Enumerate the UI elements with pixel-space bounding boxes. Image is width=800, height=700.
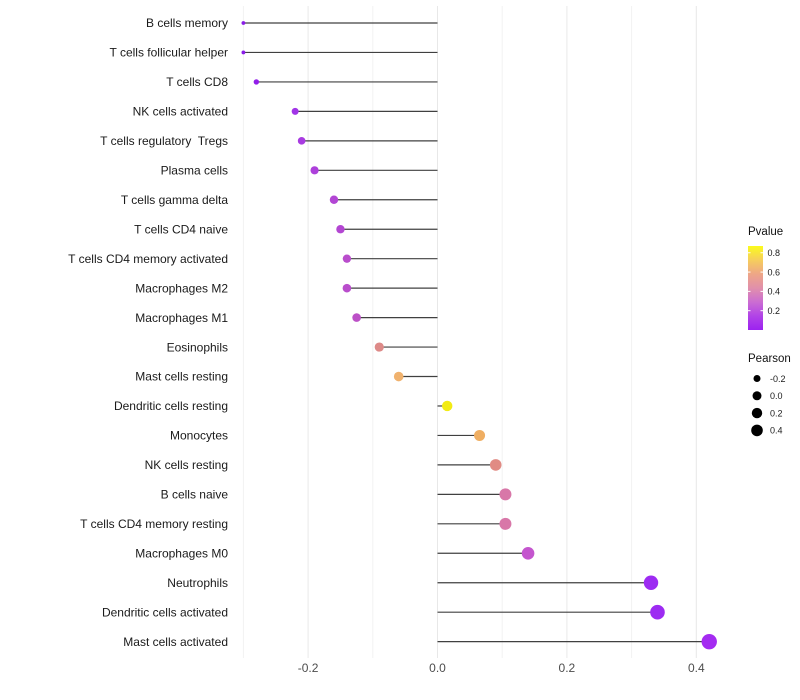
lollipop-row: NK cells resting bbox=[145, 458, 502, 472]
x-axis-tick-label: -0.2 bbox=[298, 661, 319, 675]
lollipop-row: T cells CD4 memory activated bbox=[68, 252, 438, 266]
pearson-legend-dot bbox=[751, 424, 763, 437]
y-axis-label: Dendritic cells activated bbox=[102, 605, 228, 619]
y-axis-label: T cells regulatory Tregs bbox=[100, 134, 228, 148]
data-point bbox=[342, 283, 352, 293]
y-axis-label: Macrophages M2 bbox=[135, 281, 228, 295]
data-point bbox=[650, 604, 665, 620]
lollipop-row: T cells regulatory Tregs bbox=[100, 134, 438, 148]
pearson-legend-label: -0.2 bbox=[770, 374, 786, 384]
y-axis-label: Monocytes bbox=[170, 429, 228, 443]
pearson-legend-title: Pearson bbox=[748, 353, 791, 365]
y-axis-label: T cells follicular helper bbox=[110, 46, 229, 60]
y-axis-label: T cells CD4 memory activated bbox=[68, 252, 228, 266]
y-axis-label: T cells CD4 naive bbox=[134, 222, 228, 236]
y-axis-label: T cells CD8 bbox=[166, 75, 228, 89]
lollipop-row: Macrophages M2 bbox=[135, 281, 438, 295]
data-point bbox=[499, 517, 512, 530]
y-axis-label: T cells gamma delta bbox=[121, 193, 228, 207]
pvalue-legend: Pvalue 0.8 0.6 0.4 0.2 bbox=[748, 226, 783, 330]
data-point bbox=[241, 21, 246, 25]
data-point bbox=[393, 371, 404, 382]
data-point bbox=[499, 488, 512, 501]
pearson-legend-label: 0.4 bbox=[770, 426, 783, 436]
pearson-legend-dot bbox=[751, 407, 763, 419]
data-point bbox=[352, 313, 361, 322]
x-axis-tick-label: 0.2 bbox=[559, 661, 576, 675]
pearson-legend-dot bbox=[753, 375, 761, 382]
y-axis-label: Plasma cells bbox=[161, 164, 228, 178]
y-axis-label: T cells CD4 memory resting bbox=[80, 517, 228, 531]
y-axis-label: Dendritic cells resting bbox=[114, 399, 228, 413]
lollipop-row: NK cells activated bbox=[133, 105, 438, 119]
data-point bbox=[643, 575, 659, 590]
lollipop-row: Monocytes bbox=[170, 429, 486, 443]
pvalue-tick-label: 0.4 bbox=[768, 287, 781, 297]
pvalue-gradient-bar bbox=[748, 246, 763, 330]
lollipop-row: B cells naive bbox=[161, 488, 512, 502]
lollipop-row: Macrophages M0 bbox=[135, 546, 535, 560]
y-axis-label: Neutrophils bbox=[167, 576, 228, 590]
lollipop-row: Dendritic cells resting bbox=[114, 399, 453, 413]
lollipop-row: T cells gamma delta bbox=[121, 193, 438, 207]
y-axis-label: NK cells activated bbox=[133, 105, 228, 119]
data-point bbox=[329, 195, 339, 204]
y-axis-label: NK cells resting bbox=[145, 458, 228, 472]
y-axis-label: Macrophages M0 bbox=[135, 546, 228, 560]
data-point bbox=[297, 137, 306, 145]
data-point bbox=[336, 225, 345, 234]
pvalue-tick-label: 0.2 bbox=[768, 306, 781, 316]
data-point bbox=[342, 254, 352, 263]
data-point bbox=[374, 342, 384, 352]
data-point bbox=[253, 79, 260, 85]
lollipop-row: Macrophages M1 bbox=[135, 311, 438, 325]
pvalue-tick-label: 0.8 bbox=[768, 248, 781, 258]
data-point bbox=[442, 400, 453, 412]
lollipop-row: T cells CD8 bbox=[166, 75, 438, 89]
y-axis-label: Mast cells activated bbox=[123, 635, 228, 649]
pearson-legend: Pearson -0.2 0.0 0.2 0.4 bbox=[748, 353, 791, 437]
lollipop-row: Eosinophils bbox=[167, 340, 438, 354]
lollipop-row: T cells CD4 memory resting bbox=[80, 517, 512, 531]
data-point bbox=[310, 166, 319, 175]
x-axis-tick-label: 0.4 bbox=[688, 661, 705, 675]
data-point bbox=[291, 107, 299, 115]
pvalue-tick-label: 0.6 bbox=[768, 267, 781, 277]
data-point bbox=[489, 459, 502, 471]
pearson-legend-label: 0.0 bbox=[770, 391, 783, 401]
pearson-legend-label: 0.2 bbox=[770, 408, 783, 418]
lollipop-row: Mast cells resting bbox=[135, 370, 438, 384]
y-axis-label: B cells naive bbox=[161, 488, 229, 502]
pearson-legend-dot bbox=[752, 391, 762, 401]
lollipop-row: T cells CD4 naive bbox=[134, 222, 438, 236]
lollipop-row: Dendritic cells activated bbox=[102, 604, 665, 620]
lollipop-row: Neutrophils bbox=[167, 575, 659, 590]
x-axis-tick-label: 0.0 bbox=[429, 661, 446, 675]
data-point bbox=[521, 546, 535, 560]
lollipop-row: T cells follicular helper bbox=[110, 46, 438, 60]
y-axis-label: Eosinophils bbox=[167, 340, 228, 354]
y-axis-label: Mast cells resting bbox=[135, 370, 228, 384]
data-point bbox=[474, 429, 486, 441]
lollipop-row: Mast cells activated bbox=[123, 633, 717, 650]
y-axis-label: Macrophages M1 bbox=[135, 311, 228, 325]
lollipop-row: B cells memory bbox=[146, 16, 438, 30]
pvalue-legend-title: Pvalue bbox=[748, 226, 783, 238]
data-point bbox=[701, 633, 717, 650]
data-point bbox=[241, 50, 246, 55]
lollipop-row: Plasma cells bbox=[161, 164, 438, 178]
y-axis-label: B cells memory bbox=[146, 16, 228, 30]
